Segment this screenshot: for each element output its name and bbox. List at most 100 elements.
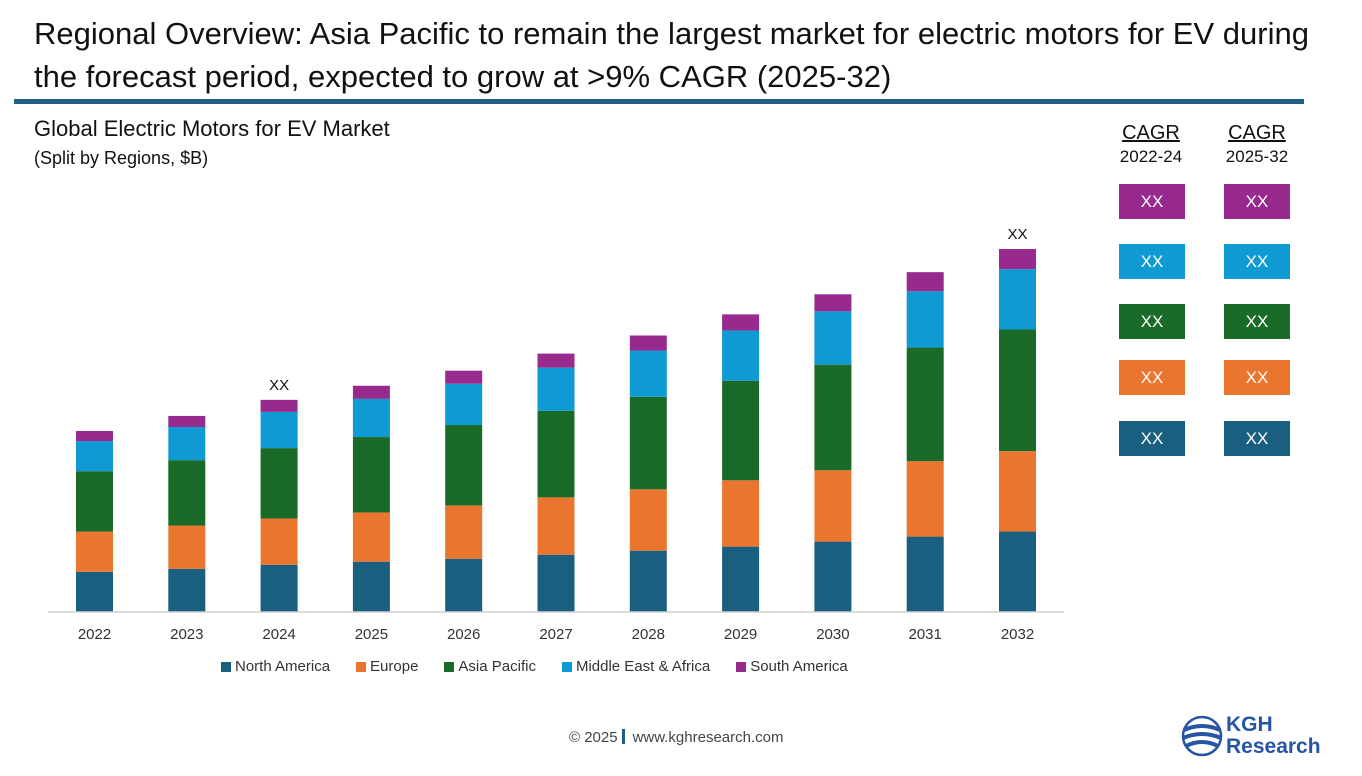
legend-label: Asia Pacific	[458, 658, 536, 675]
bar-2028-asia-pacific	[629, 396, 667, 490]
legend-item-north-america: North America	[221, 658, 330, 675]
stacked-bar-chart: 2022 2023 2024 2025 2026 2027 2028 2029 2030 2031…	[48, 226, 1064, 643]
globe-icon	[1181, 715, 1223, 757]
bar-2030-north-america	[814, 541, 852, 612]
bar-2024-north-america	[260, 564, 298, 612]
bar-2022-north-america	[76, 571, 113, 612]
headline: Regional Overview: Asia Pacific to remai…	[34, 16, 1309, 94]
bar-2027-south-america	[537, 353, 575, 368]
bar-2029-middle-east-africa	[722, 330, 760, 381]
logo-line1: KGH	[1226, 713, 1273, 736]
bar-2025-north-america	[352, 561, 390, 612]
x-tick-2031: 2031	[909, 626, 942, 643]
cagr-box-south-america: XX	[1119, 184, 1185, 219]
bar-2027-asia-pacific	[537, 410, 575, 498]
bar-2025-middle-east-africa	[352, 398, 390, 438]
bar-2030-south-america	[814, 294, 852, 312]
bar-2030-europe	[814, 470, 852, 542]
legend-swatch	[356, 661, 367, 672]
bar-2023-south-america	[168, 415, 206, 427]
cagr-header-2025-32: CAGR 2025-32	[1212, 122, 1302, 167]
x-tick-2024: 2024	[262, 626, 295, 643]
bar-2026-europe	[445, 505, 483, 559]
x-tick-2023: 2023	[170, 626, 203, 643]
cagr-box-north-america: XX	[1119, 421, 1185, 456]
bar-2030-middle-east-africa	[814, 311, 852, 365]
bar-2032-europe	[999, 451, 1036, 532]
cagr-header-title: CAGR	[1122, 122, 1180, 144]
cagr-header-2022-24: CAGR 2022-24	[1106, 122, 1196, 167]
bar-2027-europe	[537, 497, 575, 555]
kgh-logo: KGH Research	[1180, 712, 1340, 762]
legend-swatch	[561, 661, 572, 672]
header-divider	[14, 99, 1304, 104]
chart-subtitle: (Split by Regions, $B)	[34, 148, 209, 168]
legend-label: South America	[750, 658, 848, 675]
bar-2023-europe	[168, 525, 206, 569]
bar-2032-middle-east-africa	[999, 269, 1036, 330]
legend-label: Middle East & Africa	[575, 658, 711, 675]
logo-line2: Research	[1226, 735, 1321, 758]
cagr-box-middle-east-africa: XX	[1224, 244, 1290, 279]
x-tick-2025: 2025	[355, 626, 388, 643]
bar-2024-middle-east-africa	[260, 411, 298, 449]
bar-2029-europe	[722, 480, 760, 547]
x-tick-2032: 2032	[1001, 626, 1034, 643]
cagr-box-middle-east-africa: XX	[1119, 244, 1185, 279]
bar-2027-north-america	[537, 554, 575, 612]
bar-2028-south-america	[629, 335, 667, 351]
legend-label: Europe	[370, 658, 419, 675]
cagr-header-title: CAGR	[1228, 122, 1286, 144]
bar-2031-south-america	[906, 272, 944, 292]
bar-2028-north-america	[629, 550, 667, 612]
bar-2028-middle-east-africa	[629, 350, 667, 397]
x-tick-2027: 2027	[539, 626, 572, 643]
bar-2023-asia-pacific	[168, 460, 206, 526]
bar-2029-north-america	[722, 546, 760, 612]
bar-2024-south-america	[260, 399, 298, 412]
logo-text: KGH Research	[1226, 714, 1321, 758]
legend-item-middle-east-africa: Middle East & Africa	[561, 658, 711, 675]
bar-2024-europe	[260, 518, 298, 565]
bar-2024-asia-pacific	[260, 448, 298, 519]
bar-2022-middle-east-africa	[76, 441, 113, 472]
cagr-box-europe: XX	[1119, 360, 1185, 395]
cagr-header-period: 2025-32	[1225, 147, 1289, 166]
bar-2032-asia-pacific	[999, 329, 1036, 452]
x-tick-2029: 2029	[724, 626, 757, 643]
bar-2031-north-america	[906, 536, 944, 612]
bar-2022-asia-pacific	[76, 471, 113, 532]
bar-2030-asia-pacific	[814, 364, 852, 471]
bar-2026-south-america	[445, 370, 483, 384]
x-tick-2022: 2022	[78, 626, 111, 643]
bar-2031-asia-pacific	[906, 347, 944, 462]
bar-2029-asia-pacific	[722, 380, 760, 481]
x-tick-2030: 2030	[816, 626, 849, 643]
bar-2026-middle-east-africa	[445, 383, 483, 425]
legend-swatch	[444, 661, 455, 672]
data-label-2032: XX	[1007, 226, 1027, 243]
bar-2028-europe	[629, 489, 667, 551]
legend-item-asia-pacific: Asia Pacific	[444, 658, 536, 675]
bar-2032-south-america	[999, 249, 1036, 270]
bar-2032-north-america	[999, 531, 1036, 612]
legend-swatch	[221, 661, 231, 672]
cagr-box-south-america: XX	[1224, 184, 1290, 219]
bar-2026-asia-pacific	[445, 424, 483, 506]
bar-2031-middle-east-africa	[906, 291, 944, 348]
bar-2025-south-america	[352, 385, 390, 399]
cagr-box-north-america: XX	[1224, 421, 1290, 456]
bar-2029-south-america	[722, 314, 760, 331]
legend-label: North America	[235, 658, 331, 675]
legend-item-south-america: South America	[736, 658, 848, 675]
x-tick-2026: 2026	[447, 626, 480, 643]
copyright: © 2025	[569, 729, 618, 746]
cagr-header-period: 2022-24	[1119, 147, 1183, 166]
data-label-2024: XX	[269, 377, 289, 394]
website-link[interactable]: www.kghresearch.com	[632, 729, 784, 746]
cagr-box-europe: XX	[1224, 360, 1290, 395]
bar-2031-europe	[906, 461, 944, 537]
footer: © 2025 www.kghresearch.com	[569, 729, 783, 746]
bar-2022-south-america	[76, 431, 113, 442]
x-tick-2028: 2028	[632, 626, 665, 643]
